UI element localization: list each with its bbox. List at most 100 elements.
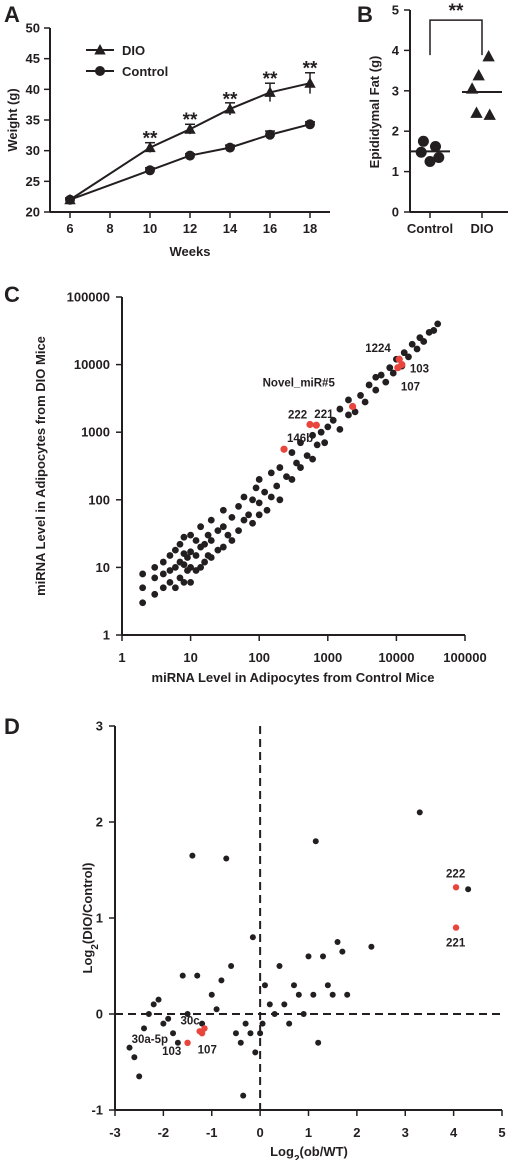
x-tick-label: 3 xyxy=(402,1125,409,1140)
y-tick-label: 25 xyxy=(26,174,40,189)
data-point xyxy=(208,991,215,998)
data-point xyxy=(159,558,167,566)
data-point xyxy=(317,428,325,436)
data-point xyxy=(192,552,200,559)
chart-d-log-ratios: -1 0 1 2 3 -3 -2 -1 0 1 2 3 4 5 Log2(ob/WT) Log2(DIO/Co… xyxy=(80,719,506,1160)
data-point xyxy=(151,574,159,582)
data-point xyxy=(180,561,188,569)
data-point xyxy=(255,476,263,483)
point-label: 107 xyxy=(401,382,420,394)
significance-label: ** xyxy=(449,1,464,22)
panel-label-c: C xyxy=(4,282,20,307)
point-label: 222 xyxy=(446,868,465,880)
data-point xyxy=(405,353,412,361)
data-point xyxy=(197,523,205,531)
data-point-control xyxy=(305,119,315,130)
x-tick-label: 14 xyxy=(223,221,238,236)
data-point xyxy=(131,1054,138,1061)
data-point xyxy=(263,506,271,514)
data-point xyxy=(288,449,296,456)
data-point xyxy=(207,516,215,524)
series-line-dio xyxy=(69,82,311,201)
data-point xyxy=(170,1030,177,1037)
data-point xyxy=(249,519,256,527)
data-point-dio xyxy=(472,68,485,81)
y-tick-label: 10000 xyxy=(74,357,110,372)
data-point xyxy=(176,540,184,548)
data-point xyxy=(252,1049,259,1056)
data-point xyxy=(189,852,196,859)
data-point xyxy=(345,396,352,404)
data-point xyxy=(249,496,256,504)
highlighted-point xyxy=(201,1025,208,1032)
data-point xyxy=(434,320,442,328)
data-point xyxy=(255,499,263,507)
y-tick-label: 2 xyxy=(96,815,103,830)
data-point xyxy=(228,963,235,969)
data-point xyxy=(389,369,397,377)
x-tick-label: 4 xyxy=(450,1125,458,1140)
x-tick-label: 2 xyxy=(353,1125,360,1140)
data-point xyxy=(180,578,188,586)
point-label: 30a-5p xyxy=(132,1034,168,1046)
data-point xyxy=(324,423,332,431)
data-point xyxy=(180,533,188,541)
data-point xyxy=(465,886,472,893)
data-point xyxy=(240,516,248,524)
significance-bracket xyxy=(429,19,483,56)
data-point xyxy=(155,996,162,1003)
data-point xyxy=(283,473,290,481)
point-label: 221 xyxy=(314,409,334,421)
data-point xyxy=(151,564,159,571)
data-point xyxy=(293,459,300,467)
y-tick-label: 3 xyxy=(96,719,103,734)
data-point xyxy=(295,991,302,998)
data-point xyxy=(276,464,284,471)
y-tick-label: 35 xyxy=(26,113,40,128)
data-point xyxy=(261,488,269,496)
data-point xyxy=(139,599,147,607)
data-point xyxy=(126,1044,133,1051)
data-point xyxy=(184,1011,191,1017)
data-point xyxy=(377,371,385,379)
data-point xyxy=(312,838,319,845)
x-tick-label: 100 xyxy=(248,650,270,665)
data-point xyxy=(150,1001,157,1008)
data-point xyxy=(297,439,304,447)
x-tick-label: 10 xyxy=(143,221,157,236)
data-point xyxy=(166,567,174,574)
data-point xyxy=(276,496,284,504)
data-point xyxy=(139,584,147,592)
highlighted-point xyxy=(394,364,402,372)
data-point xyxy=(416,809,423,816)
data-point xyxy=(249,934,256,941)
legend-marker xyxy=(94,44,106,55)
point-label: 1224 xyxy=(365,343,391,355)
significance-label: ** xyxy=(263,69,278,90)
data-point xyxy=(351,408,359,416)
y-tick-label: 3 xyxy=(392,83,399,98)
data-point xyxy=(305,953,312,960)
data-point xyxy=(309,455,316,463)
y-tick-label: 20 xyxy=(26,205,40,220)
data-point xyxy=(214,527,222,535)
y-tick-label: 40 xyxy=(26,82,40,97)
data-point xyxy=(271,1011,278,1017)
data-point xyxy=(273,482,281,490)
data-point xyxy=(219,523,227,531)
x-tick-label: 1 xyxy=(118,650,125,665)
data-point xyxy=(286,1020,293,1027)
data-point-dio xyxy=(144,141,156,153)
data-point xyxy=(255,511,263,519)
data-point xyxy=(345,411,352,419)
point-label: 103 xyxy=(410,364,429,376)
y-axis-title: miRNA Level in Adipocytes from DIO Mice xyxy=(33,336,48,596)
data-point xyxy=(159,570,167,578)
data-point xyxy=(174,1039,181,1046)
y-tick-label: 2 xyxy=(392,124,399,139)
x-axis-title: miRNA Level in Adipocytes from Control M… xyxy=(152,670,435,685)
y-tick-label: 0 xyxy=(392,205,399,220)
x-tick-label: 16 xyxy=(263,221,277,236)
data-point xyxy=(365,381,373,389)
